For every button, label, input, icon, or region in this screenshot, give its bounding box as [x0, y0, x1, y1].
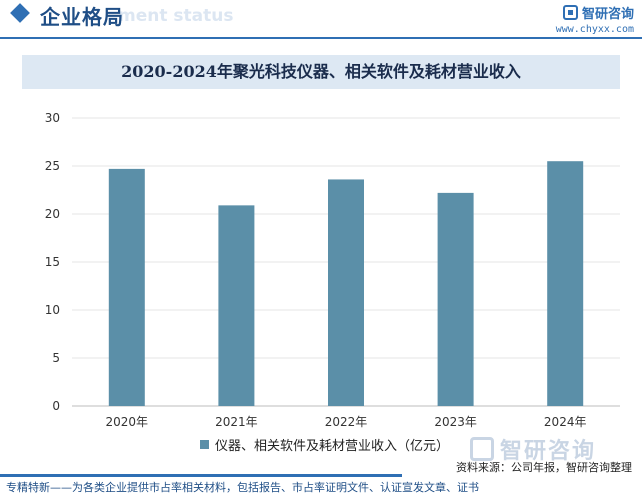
chart-title: 2020-2024年聚光科技仪器、相关软件及耗材营业收入 [121, 62, 521, 81]
legend-swatch [200, 440, 209, 449]
x-tick-label: 2020年 [106, 415, 149, 429]
x-tick-label: 2022年 [325, 415, 368, 429]
bar [437, 192, 474, 406]
section-subtitle: ment status [118, 6, 234, 26]
watermark-text: 智研咨询 [500, 439, 597, 464]
x-tick-label: 2023年 [434, 415, 477, 429]
brand: 智研咨询 www.chyxx.com [556, 3, 634, 35]
brand-name: 智研咨询 [581, 7, 634, 22]
y-tick-label: 15 [45, 255, 60, 269]
footer-text: 专精特新——为各类企业提供市占率相关材料，包括报告、市占率证明文件、认证宣发文章… [6, 481, 479, 494]
watermark-logo: 智研咨询 [470, 433, 596, 465]
chart-title-band: 2020-2024年聚光科技仪器、相关软件及耗材营业收入 [22, 55, 620, 89]
x-tick-label: 2024年 [544, 415, 587, 429]
footer-divider [0, 474, 402, 477]
y-tick-label: 10 [45, 303, 60, 317]
y-tick-label: 30 [45, 111, 60, 125]
x-tick-label: 2021年 [215, 415, 258, 429]
bar [328, 179, 364, 406]
brand-logo-icon [562, 5, 578, 20]
section-title: 企业格局 [40, 5, 124, 29]
source-note: 资料来源：公司年报，智研咨询整理 [456, 461, 632, 474]
bar [108, 168, 145, 406]
y-tick-label: 5 [52, 351, 60, 365]
bar [547, 161, 584, 406]
bar [218, 205, 255, 406]
legend: 仪器、相关软件及耗材营业收入（亿元） [200, 435, 449, 454]
legend-label: 仪器、相关软件及耗材营业收入（亿元） [215, 439, 450, 454]
header: ment status 企业格局 智研咨询 www.chyxx.com [0, 0, 642, 35]
header-divider [0, 37, 642, 39]
watermark-icon [470, 437, 494, 461]
y-tick-label: 20 [45, 207, 60, 221]
brand-url: www.chyxx.com [555, 24, 634, 35]
y-tick-label: 25 [45, 159, 60, 173]
y-tick-label: 0 [52, 399, 60, 413]
